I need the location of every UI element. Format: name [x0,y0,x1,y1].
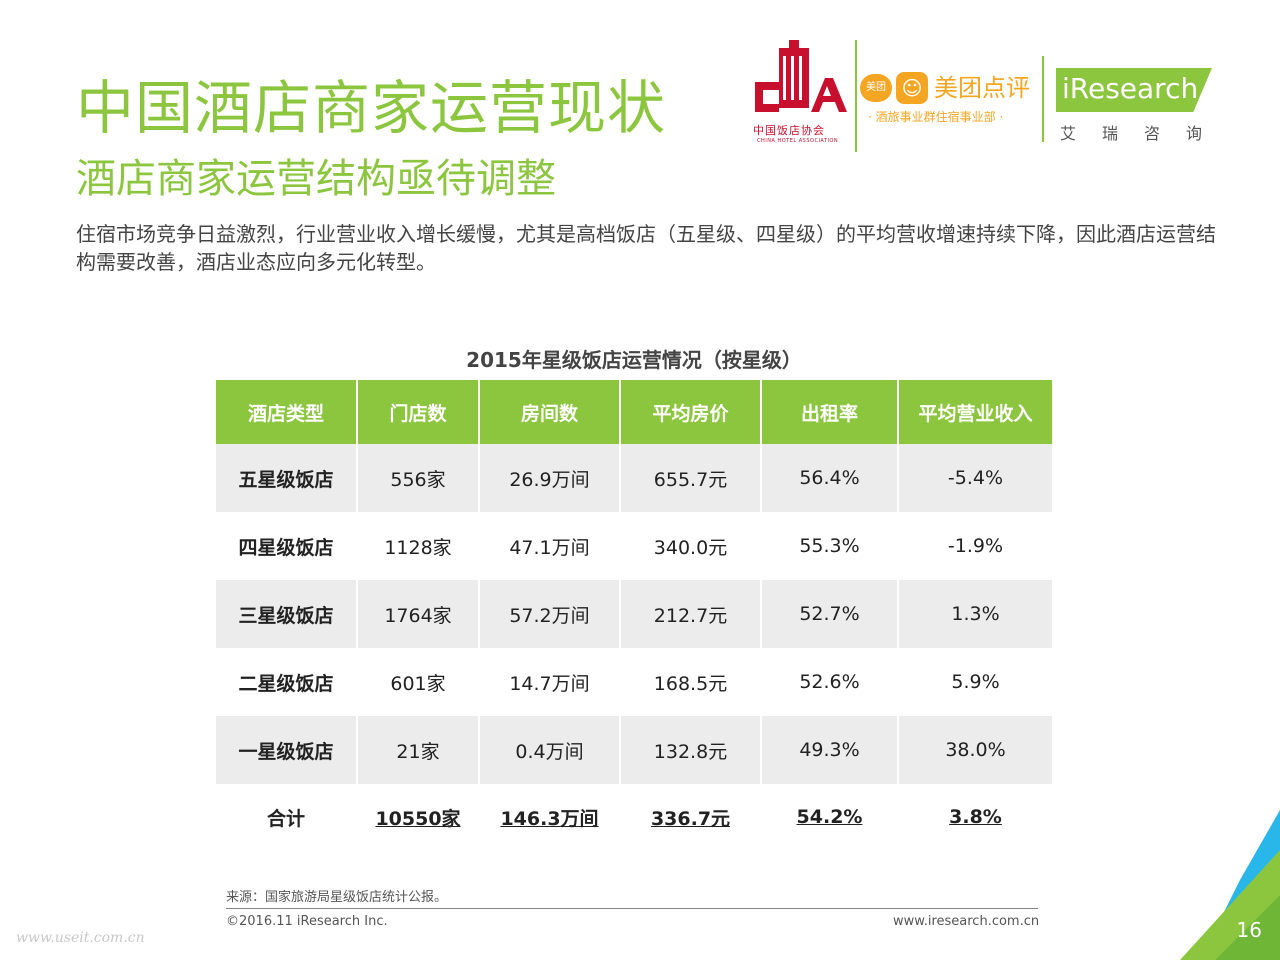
logo-divider [1042,56,1044,142]
column-header: 平均营业收入 [898,380,1052,444]
total-value: 54.2% [796,806,863,828]
cha-building-icon [755,40,847,112]
total-value: 10550家 [375,807,461,830]
meituan-subtitle: · 酒旅事业群住宿事业部 · [868,110,1004,124]
iresearch-wordmark: iResearch [1062,72,1199,105]
meituan-name: 美团点评 [934,74,1030,102]
table-cell: 212.7元 [620,580,762,648]
footer-divider [226,908,1038,909]
dianping-icon: ☺ [896,72,928,104]
table-title: 2015年星级饭店运营情况（按星级） [466,348,802,372]
meituan-badge: 美团 [860,74,892,102]
table-cell: 601家 [357,648,480,716]
table-cell: 0.4万间 [479,716,621,784]
china-hotel-association-logo: 中国饭店协会 CHINA HOTEL ASSOCIATION [745,38,857,156]
row-label: 三星级饭店 [216,580,358,648]
column-header: 酒店类型 [216,380,358,444]
table-cell: 47.1万间 [479,512,621,580]
table-cell: 5.9% [898,648,1052,716]
column-header: 门店数 [357,380,480,444]
table-cell: 1.3% [898,580,1052,648]
table-cell: -5.4% [898,444,1052,512]
copyright-text: ©2016.11 iResearch Inc. [226,914,388,929]
hotel-operations-table: 酒店类型 门店数 房间数 平均房价 出租率 平均营业收入 五星级饭店 556家 … [216,380,1052,850]
table-cell: 52.6% [761,648,899,716]
cha-english-name: CHINA HOTEL ASSOCIATION [757,138,839,144]
total-cell: 10550家 [357,784,480,850]
table-row: 一星级饭店 21家 0.4万间 132.8元 49.3% 38.0% [216,716,1052,784]
iresearch-tag-shape [1056,68,1212,112]
table-row: 五星级饭店 556家 26.9万间 655.7元 56.4% -5.4% [216,444,1052,512]
total-value: 146.3万间 [500,807,599,830]
total-value: 336.7元 [650,807,731,830]
row-label: 二星级饭店 [216,648,358,716]
table-total-row: 合计 10550家 146.3万间 336.7元 54.2% 3.8% [216,784,1052,850]
row-label: 一星级饭店 [216,716,358,784]
table-row: 二星级饭店 601家 14.7万间 168.5元 52.6% 5.9% [216,648,1052,716]
total-cell: 146.3万间 [479,784,621,850]
cha-chinese-name: 中国饭店协会 [753,124,825,137]
total-cell: 3.8% [898,784,1052,850]
column-header: 房间数 [479,380,621,444]
table-cell: 168.5元 [620,648,762,716]
table-cell: 21家 [357,716,480,784]
total-value: 3.8% [949,806,1002,828]
total-cell: 54.2% [761,784,899,850]
table-cell: 14.7万间 [479,648,621,716]
table-cell: 1764家 [357,580,480,648]
iresearch-logo: iResearch 艾瑞咨询 [1052,64,1222,144]
website-link[interactable]: www.iresearch.com.cn [893,914,1040,929]
page-number: 16 [1236,918,1262,942]
watermark: www.useit.com.cn [16,930,145,946]
page-subtitle: 酒店商家运营结构亟待调整 [76,156,556,202]
table-cell: 57.2万间 [479,580,621,648]
meituan-dianping-logo: 美团 ☺ 美团点评 · 酒旅事业群住宿事业部 · [858,68,1038,132]
table-cell: 55.3% [761,512,899,580]
table-cell: 1128家 [357,512,480,580]
table-cell: 56.4% [761,444,899,512]
table-header-row: 酒店类型 门店数 房间数 平均房价 出租率 平均营业收入 [216,380,1052,444]
table-cell: 340.0元 [620,512,762,580]
table-cell: 26.9万间 [479,444,621,512]
total-cell: 336.7元 [620,784,762,850]
iresearch-chinese-name: 艾瑞咨询 [1060,124,1229,143]
table-cell: 132.8元 [620,716,762,784]
page-title: 中国酒店商家运营现状 [76,74,667,142]
logo-divider [855,40,857,152]
table-cell: 655.7元 [620,444,762,512]
intro-paragraph: 住宿市场竞争日益激烈，行业营业收入增长缓慢，尤其是高档饭店（五星级、四星级）的平… [76,222,1216,274]
row-label: 五星级饭店 [216,444,358,512]
table-cell: 556家 [357,444,480,512]
corner-decoration [1180,810,1280,960]
table-cell: 52.7% [761,580,899,648]
table-cell: 49.3% [761,716,899,784]
table-row: 四星级饭店 1128家 47.1万间 340.0元 55.3% -1.9% [216,512,1052,580]
table-cell: -1.9% [898,512,1052,580]
column-header: 出租率 [761,380,899,444]
column-header: 平均房价 [620,380,762,444]
row-label: 四星级饭店 [216,512,358,580]
table-cell: 38.0% [898,716,1052,784]
table-row: 三星级饭店 1764家 57.2万间 212.7元 52.7% 1.3% [216,580,1052,648]
total-label: 合计 [216,784,358,850]
source-note: 来源：国家旅游局星级饭店统计公报。 [226,890,448,905]
